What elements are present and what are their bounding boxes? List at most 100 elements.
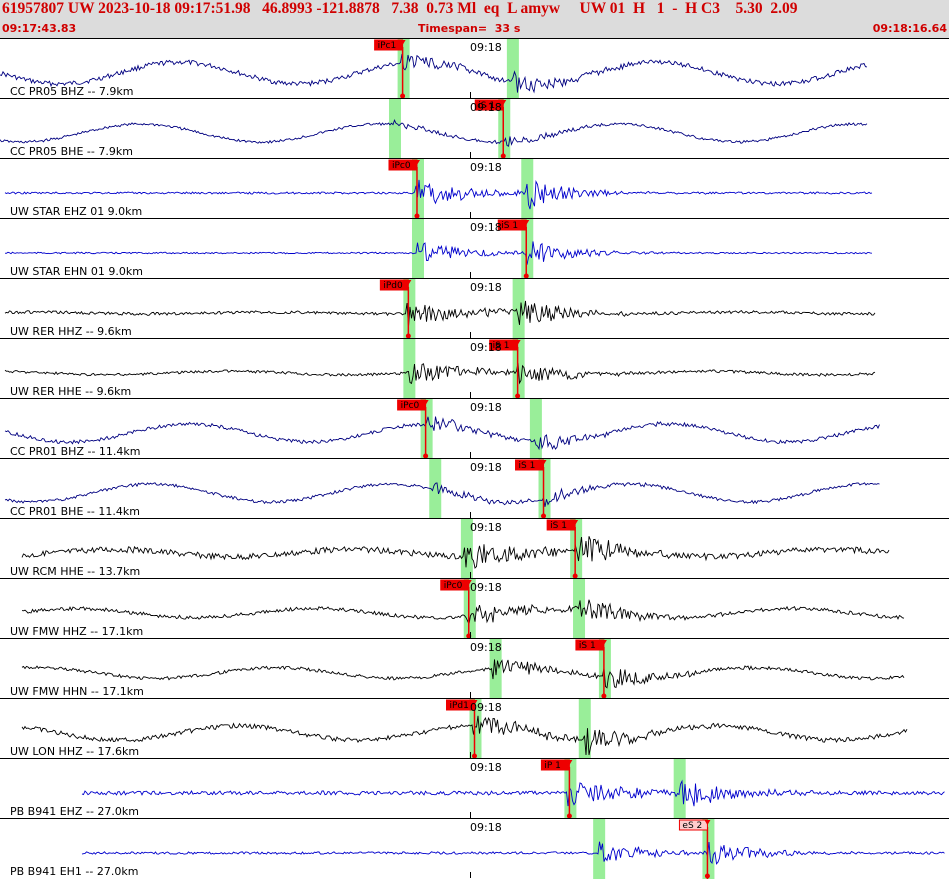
minute-tick: [470, 92, 471, 98]
pick-triangle: [413, 160, 420, 165]
channel-label: UW RER HHZ -- 9.6km: [10, 325, 132, 338]
pick-label: eS 2: [682, 821, 702, 831]
seismogram-panel[interactable]: iS 1 09:18 UW RCM HHE -- 13.7km: [0, 518, 949, 579]
channel-label: UW STAR EHN 01 9.0km: [10, 265, 143, 278]
seismogram-panel[interactable]: iPc0 09:18 CC PR01 BHZ -- 11.4km: [0, 398, 949, 459]
waveform-plot[interactable]: eS 2: [0, 819, 949, 879]
waveform-plot[interactable]: iS 1: [0, 219, 949, 279]
panel-time-label: 09:18: [470, 641, 502, 654]
p-window-highlight: [403, 339, 416, 399]
pick-triangle: [514, 340, 521, 345]
minute-tick: [470, 752, 471, 758]
waveform-plot[interactable]: iPc0: [0, 159, 949, 219]
panel-time-label: 09:18: [470, 101, 502, 114]
waveform-trace: [21, 599, 905, 626]
waveform-plot[interactable]: iS 1: [0, 99, 949, 159]
pick-foot-marker: [704, 873, 710, 879]
seismogram-panel[interactable]: iS 1 09:18 CC PR05 BHE -- 7.9km: [0, 98, 949, 159]
panel-time-label: 09:18: [470, 161, 502, 174]
panel-time-label: 09:18: [470, 761, 502, 774]
waveform-trace: [21, 536, 890, 569]
minute-tick: [470, 692, 471, 698]
panel-time-label: 09:18: [470, 341, 502, 354]
end-time: 09:18:16.64: [872, 22, 947, 35]
seismogram-panel[interactable]: eS 2 09:18 PB B941 EH1 -- 27.0km: [0, 818, 949, 879]
waveform-trace: [21, 659, 905, 689]
pick-label-box: [497, 219, 527, 231]
channel-label: CC PR05 BHE -- 7.9km: [10, 145, 133, 158]
pick-foot-marker: [566, 813, 572, 819]
waveform-plot[interactable]: iPc0: [0, 579, 949, 639]
waveform-trace: [4, 241, 873, 265]
waveform-plot[interactable]: iS 1: [0, 639, 949, 699]
seismogram-panel[interactable]: iPd0 09:18 UW RER HHZ -- 9.6km: [0, 278, 949, 339]
pick-label: iPc0: [401, 401, 420, 411]
panel-time-label: 09:18: [470, 461, 502, 474]
pick-triangle: [399, 40, 406, 45]
waveform-plot[interactable]: iPc1: [0, 39, 949, 99]
seismogram-panel[interactable]: iPc0 09:18 UW STAR EHZ 01 9.0km: [0, 158, 949, 219]
pick-triangle: [600, 640, 607, 645]
seismogram-panel[interactable]: iPc1 09:18 CC PR05 BHZ -- 7.9km: [0, 38, 949, 99]
waveform-plot[interactable]: iP 1: [0, 759, 949, 819]
channel-label: CC PR01 BHE -- 11.4km: [10, 505, 140, 518]
channel-label: CC PR05 BHZ -- 7.9km: [10, 85, 134, 98]
event-header: 61957807 UW 2023-10-18 09:17:51.98 46.89…: [0, 0, 949, 38]
channel-label: UW RCM HHE -- 13.7km: [10, 565, 141, 578]
pick-label: iS 1: [519, 461, 536, 471]
p-window-highlight: [411, 219, 424, 279]
p-window-highlight: [429, 459, 442, 519]
panel-time-label: 09:18: [470, 221, 502, 234]
seismogram-panels[interactable]: iPc1 09:18 CC PR05 BHZ -- 7.9km iS 1 09:18 CC…: [0, 38, 949, 879]
waveform-plot[interactable]: iS 1: [0, 459, 949, 519]
seismogram-panel[interactable]: iS 1 09:18 UW STAR EHN 01 9.0km: [0, 218, 949, 279]
seismogram-panel[interactable]: iP 1 09:18 PB B941 EHZ -- 27.0km: [0, 758, 949, 819]
pick-foot-marker: [423, 453, 429, 459]
pick-foot-marker: [601, 693, 607, 699]
p-window-highlight: [469, 699, 482, 759]
minute-tick: [470, 332, 471, 338]
p-window-highlight: [403, 279, 416, 339]
s-window-highlight: [573, 579, 586, 639]
minute-tick: [470, 872, 471, 878]
pick-label: iPc1: [378, 41, 397, 51]
pick-label: iPc0: [444, 581, 463, 591]
minute-tick: [470, 452, 471, 458]
pick-label: iS 1: [501, 221, 518, 231]
timespan-label: Timespan= 33 s: [418, 22, 521, 35]
pick-foot-marker: [541, 513, 547, 519]
panel-time-label: 09:18: [470, 701, 502, 714]
seismogram-panel[interactable]: iPc0 09:18 UW FMW HHZ -- 17.1km: [0, 578, 949, 639]
waveform-trace: [0, 53, 868, 94]
pick-label: iPd0: [383, 281, 403, 291]
waveform-plot[interactable]: iPc0: [0, 399, 949, 459]
waveform-trace: [4, 481, 880, 507]
pick-triangle: [405, 280, 412, 285]
minute-tick: [470, 632, 471, 638]
seismogram-panel[interactable]: iS 1 09:18 UW RER HHE -- 9.6km: [0, 338, 949, 399]
seismogram-panel[interactable]: iS 1 09:18 UW FMW HHN -- 17.1km: [0, 638, 949, 699]
waveform-trace: [21, 715, 908, 756]
waveform-plot[interactable]: iS 1: [0, 339, 949, 399]
pick-label: iS 1: [478, 101, 495, 111]
pick-triangle: [523, 220, 530, 225]
waveform-trace: [4, 362, 876, 385]
channel-label: UW RER HHE -- 9.6km: [10, 385, 132, 398]
p-window-highlight: [460, 519, 473, 579]
seismogram-panel[interactable]: iPd1 09:18 UW LON HHZ -- 17.6km: [0, 698, 949, 759]
waveform-plot[interactable]: iPd0: [0, 279, 949, 339]
pick-foot-marker: [500, 153, 506, 159]
minute-tick: [470, 812, 471, 818]
seismogram-panel[interactable]: iS 1 09:18 CC PR01 BHE -- 11.4km: [0, 458, 949, 519]
panel-time-label: 09:18: [470, 401, 502, 414]
waveform-trace: [81, 779, 945, 807]
s-window-highlight: [506, 39, 519, 99]
waveform-plot[interactable]: iPd1: [0, 699, 949, 759]
waveform-trace: [4, 179, 873, 210]
minute-tick: [470, 152, 471, 158]
waveform-plot[interactable]: iS 1: [0, 519, 949, 579]
pick-label: iPc0: [392, 161, 411, 171]
pick-triangle: [540, 460, 547, 465]
minute-tick: [470, 572, 471, 578]
s-window-highlight: [498, 99, 511, 159]
